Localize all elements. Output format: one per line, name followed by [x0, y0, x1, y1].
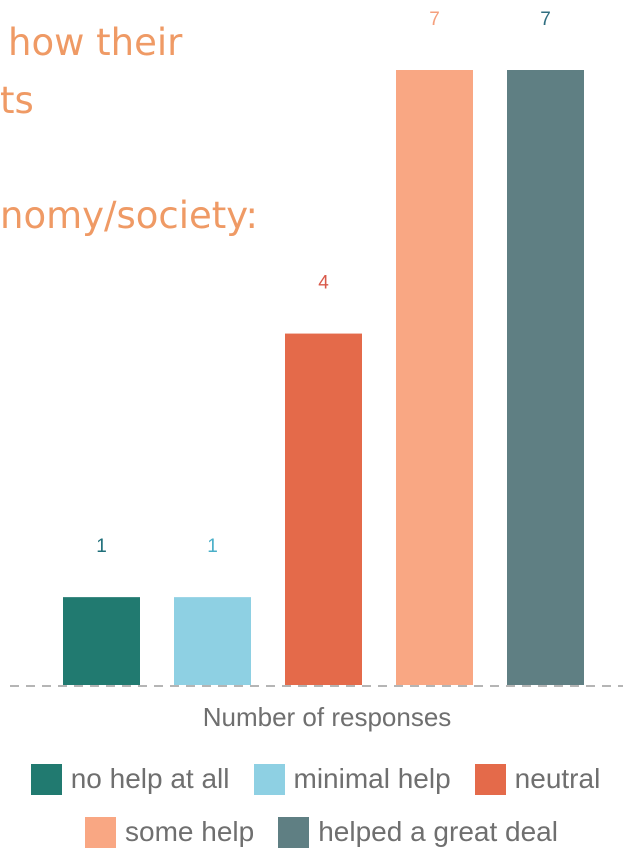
legend-swatch: [474, 763, 506, 795]
bar-minimal-help: [174, 597, 251, 685]
bar-value-label: 7: [540, 9, 551, 30]
legend-label: minimal help: [293, 763, 451, 794]
legend-item: no help at all: [30, 763, 230, 795]
legend-swatch: [30, 763, 62, 795]
bar-chart: 1 1 4 7 7 Number of responses: [10, 9, 623, 732]
legend-swatch: [278, 816, 310, 848]
legend-label: no help at all: [70, 763, 230, 794]
bar-value-label: 1: [96, 536, 107, 557]
legend-swatch: [85, 816, 117, 848]
legend-label: helped a great deal: [318, 816, 558, 847]
bar-value-label: 7: [429, 9, 440, 30]
legend-item: neutral: [474, 763, 601, 795]
chart-title-line-2: ts: [0, 79, 34, 122]
bars-group: [63, 70, 584, 685]
legend-label: neutral: [514, 763, 601, 794]
legend-row-1: no help at all minimal help neutral: [4, 763, 623, 795]
chart-title-line-3: nomy/society:: [0, 194, 258, 237]
bar-value-label: 1: [207, 536, 218, 557]
legend-label: some help: [125, 816, 255, 847]
bar-helped-a-great-deal: [507, 70, 584, 685]
bar-neutral: [285, 333, 362, 685]
legend-swatch: [253, 763, 285, 795]
bar-some-help: [396, 70, 473, 685]
legend-row-2: some help helped a great deal: [10, 816, 623, 848]
x-axis-label: Number of responses: [203, 702, 452, 732]
value-labels-group: 1 1 4 7 7: [96, 9, 551, 557]
legend-item: minimal help: [253, 763, 451, 795]
legend-item: helped a great deal: [278, 816, 558, 848]
legend-item: some help: [85, 816, 254, 848]
chart-title-line-1: how their: [8, 21, 183, 64]
bar-no-help-at-all: [63, 597, 140, 685]
bar-value-label: 4: [318, 273, 329, 294]
